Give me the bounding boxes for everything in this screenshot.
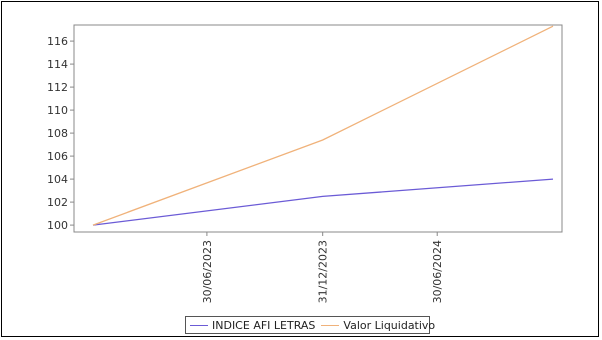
- y-axis: 100 102 104 106 108 110 112 114 116: [47, 35, 74, 232]
- y-tick-label: 110: [47, 104, 68, 117]
- y-tick-label: 106: [47, 150, 68, 163]
- series-lines: [92, 25, 554, 226]
- legend-item: INDICE AFI LETRAS: [190, 319, 315, 332]
- line-chart: 100 102 104 106 108 110 112 114 116 30/06/2023 31…: [47, 24, 563, 303]
- y-tick-label: 114: [47, 58, 68, 71]
- x-tick-label: 30/06/2024: [431, 240, 444, 303]
- y-tick-label: 116: [47, 35, 68, 48]
- plot-area: [73, 24, 563, 233]
- legend-label: Valor Liquidativo: [343, 318, 436, 332]
- y-tick-label: 112: [47, 81, 68, 94]
- y-tick-label: 108: [47, 127, 68, 140]
- legend-label: INDICE AFI LETRAS: [212, 318, 316, 332]
- series-line-1: [92, 178, 554, 226]
- legend: INDICE AFI LETRAS Valor Liquidativo: [185, 316, 435, 334]
- y-tick-label: 102: [47, 196, 68, 209]
- legend-item: Valor Liquidativo: [321, 319, 435, 332]
- y-tick-label: 100: [47, 219, 68, 232]
- legend-swatch: [321, 324, 340, 326]
- x-tick-label: 31/12/2023: [317, 240, 330, 303]
- legend-swatch: [190, 324, 208, 326]
- x-tick-label: 30/06/2023: [201, 240, 214, 303]
- series-line-2: [92, 25, 554, 226]
- x-axis: 30/06/2023 31/12/2023 30/06/2024: [201, 232, 444, 303]
- y-tick-label: 104: [47, 173, 68, 186]
